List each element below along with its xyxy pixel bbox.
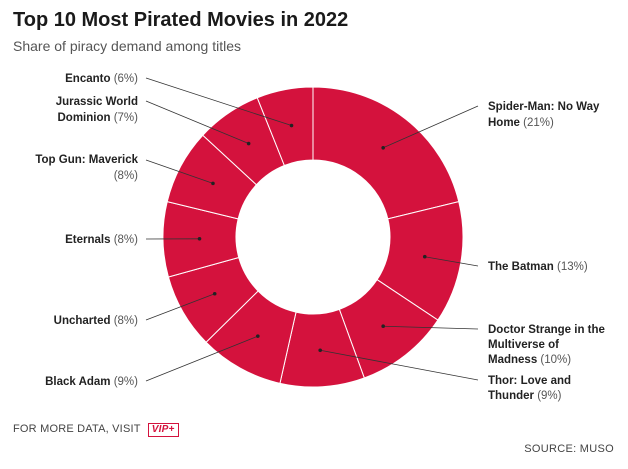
slice-name: Eternals [65, 234, 110, 246]
slice-name: Encanto [65, 73, 110, 85]
slice-label-0: Spider-Man: No Way Home (21%) [488, 101, 600, 129]
leader-line-0 [382, 105, 479, 149]
leader-dot-6 [197, 237, 202, 241]
slice-label-line: Multiverse of [488, 339, 559, 351]
slice-label-9: Encanto (6%) [65, 73, 138, 85]
chart-title: Top 10 Most Pirated Movies in 2022 [13, 9, 349, 31]
slice-percent: (8%) [114, 170, 138, 182]
slice-label-5: Uncharted (8%) [54, 315, 139, 327]
slice-label-line: Spider-Man: No Way [488, 101, 600, 113]
leader-dot-5 [212, 291, 217, 296]
slice-label-8: Jurassic World Dominion (7%) [56, 96, 138, 124]
slice-label-line: Black Adam (9%) [45, 376, 138, 388]
slice-percent: (9%) [534, 390, 562, 402]
slice-name: Madness [488, 354, 537, 366]
slice-label-line: Eternals (8%) [65, 234, 138, 246]
slice-percent: (10%) [537, 354, 571, 366]
slice-name: Thunder [488, 390, 535, 402]
slice-name: Spider-Man: No Way [488, 101, 600, 113]
slice-label-4: Black Adam (9%) [45, 376, 138, 388]
slice-percent: (21%) [520, 117, 554, 129]
slice-name: Thor: Love and [488, 375, 571, 387]
slice-label-line: Home (21%) [488, 117, 554, 129]
slice-label-line: Thor: Love and [488, 375, 571, 387]
slice-label-line: Doctor Strange in the [488, 324, 605, 336]
slice-label-line: Dominion (7%) [57, 112, 138, 124]
slice-name: Dominion [57, 112, 110, 124]
slice-percent: (6%) [111, 73, 139, 85]
slice-label-6: Eternals (8%) [65, 234, 138, 246]
slice-percent: (8%) [111, 234, 139, 246]
slice-name: Top Gun: Maverick [35, 154, 138, 166]
leader-line-1 [424, 256, 479, 267]
leader-line-5 [145, 293, 215, 321]
slice-9 [256, 86, 314, 167]
leader-line-7 [145, 159, 214, 184]
leader-line-3 [320, 349, 479, 381]
leader-dot-8 [246, 141, 251, 146]
leader-line-4 [145, 335, 258, 382]
slice-name: Home [488, 117, 520, 129]
slice-name: The Batman [488, 261, 554, 273]
slice-name: Doctor Strange in the [488, 324, 605, 336]
leader-line-2 [383, 325, 479, 330]
slice-label-line: (8%) [114, 170, 138, 182]
more-data-note: FOR MORE DATA, VISIT VIP+ [13, 423, 179, 437]
slice-percent: (13%) [554, 261, 588, 273]
leader-dot-2 [381, 324, 385, 329]
leader-dot-3 [318, 348, 322, 353]
leader-dot-7 [211, 181, 215, 186]
chart-subtitle: Share of piracy demand among titles [13, 38, 242, 54]
slice-percent: (7%) [111, 112, 139, 124]
slice-percent: (9%) [111, 376, 139, 388]
slice-label-line: Uncharted (8%) [54, 315, 139, 327]
source-note: SOURCE: MUSO [524, 443, 614, 455]
slice-label-line: The Batman (13%) [488, 261, 588, 273]
slice-label-line: Jurassic World [56, 96, 138, 108]
slice-label-7: Top Gun: Maverick (8%) [35, 154, 138, 182]
slice-label-3: Thor: Love and Thunder (9%) [488, 375, 571, 402]
slice-label-2: Doctor Strange in the Multiverse of Madnes… [488, 324, 605, 366]
leader-dot-0 [381, 145, 385, 150]
leader-dot-4 [256, 334, 260, 338]
slice-0 [312, 86, 460, 220]
slice-name: Black Adam [45, 376, 110, 388]
slice-label-line: Encanto (6%) [65, 73, 138, 85]
leader-dot-9 [289, 123, 294, 128]
leader-dot-1 [422, 254, 427, 259]
leader-line-9 [145, 77, 292, 126]
slice-name: Uncharted [54, 315, 111, 327]
slice-name: Jurassic World [56, 96, 138, 108]
slice-name: Multiverse of [488, 339, 559, 351]
leader-line-8 [145, 100, 249, 144]
slice-percent: (8%) [111, 315, 139, 327]
more-data-text: FOR MORE DATA, VISIT [13, 423, 141, 435]
slice-label-line: Top Gun: Maverick [35, 154, 138, 166]
slice-label-1: The Batman (13%) [488, 261, 588, 273]
vip-plus-link[interactable]: VIP+ [147, 423, 179, 437]
slice-label-line: Thunder (9%) [488, 390, 562, 402]
slice-label-line: Madness (10%) [488, 354, 571, 366]
